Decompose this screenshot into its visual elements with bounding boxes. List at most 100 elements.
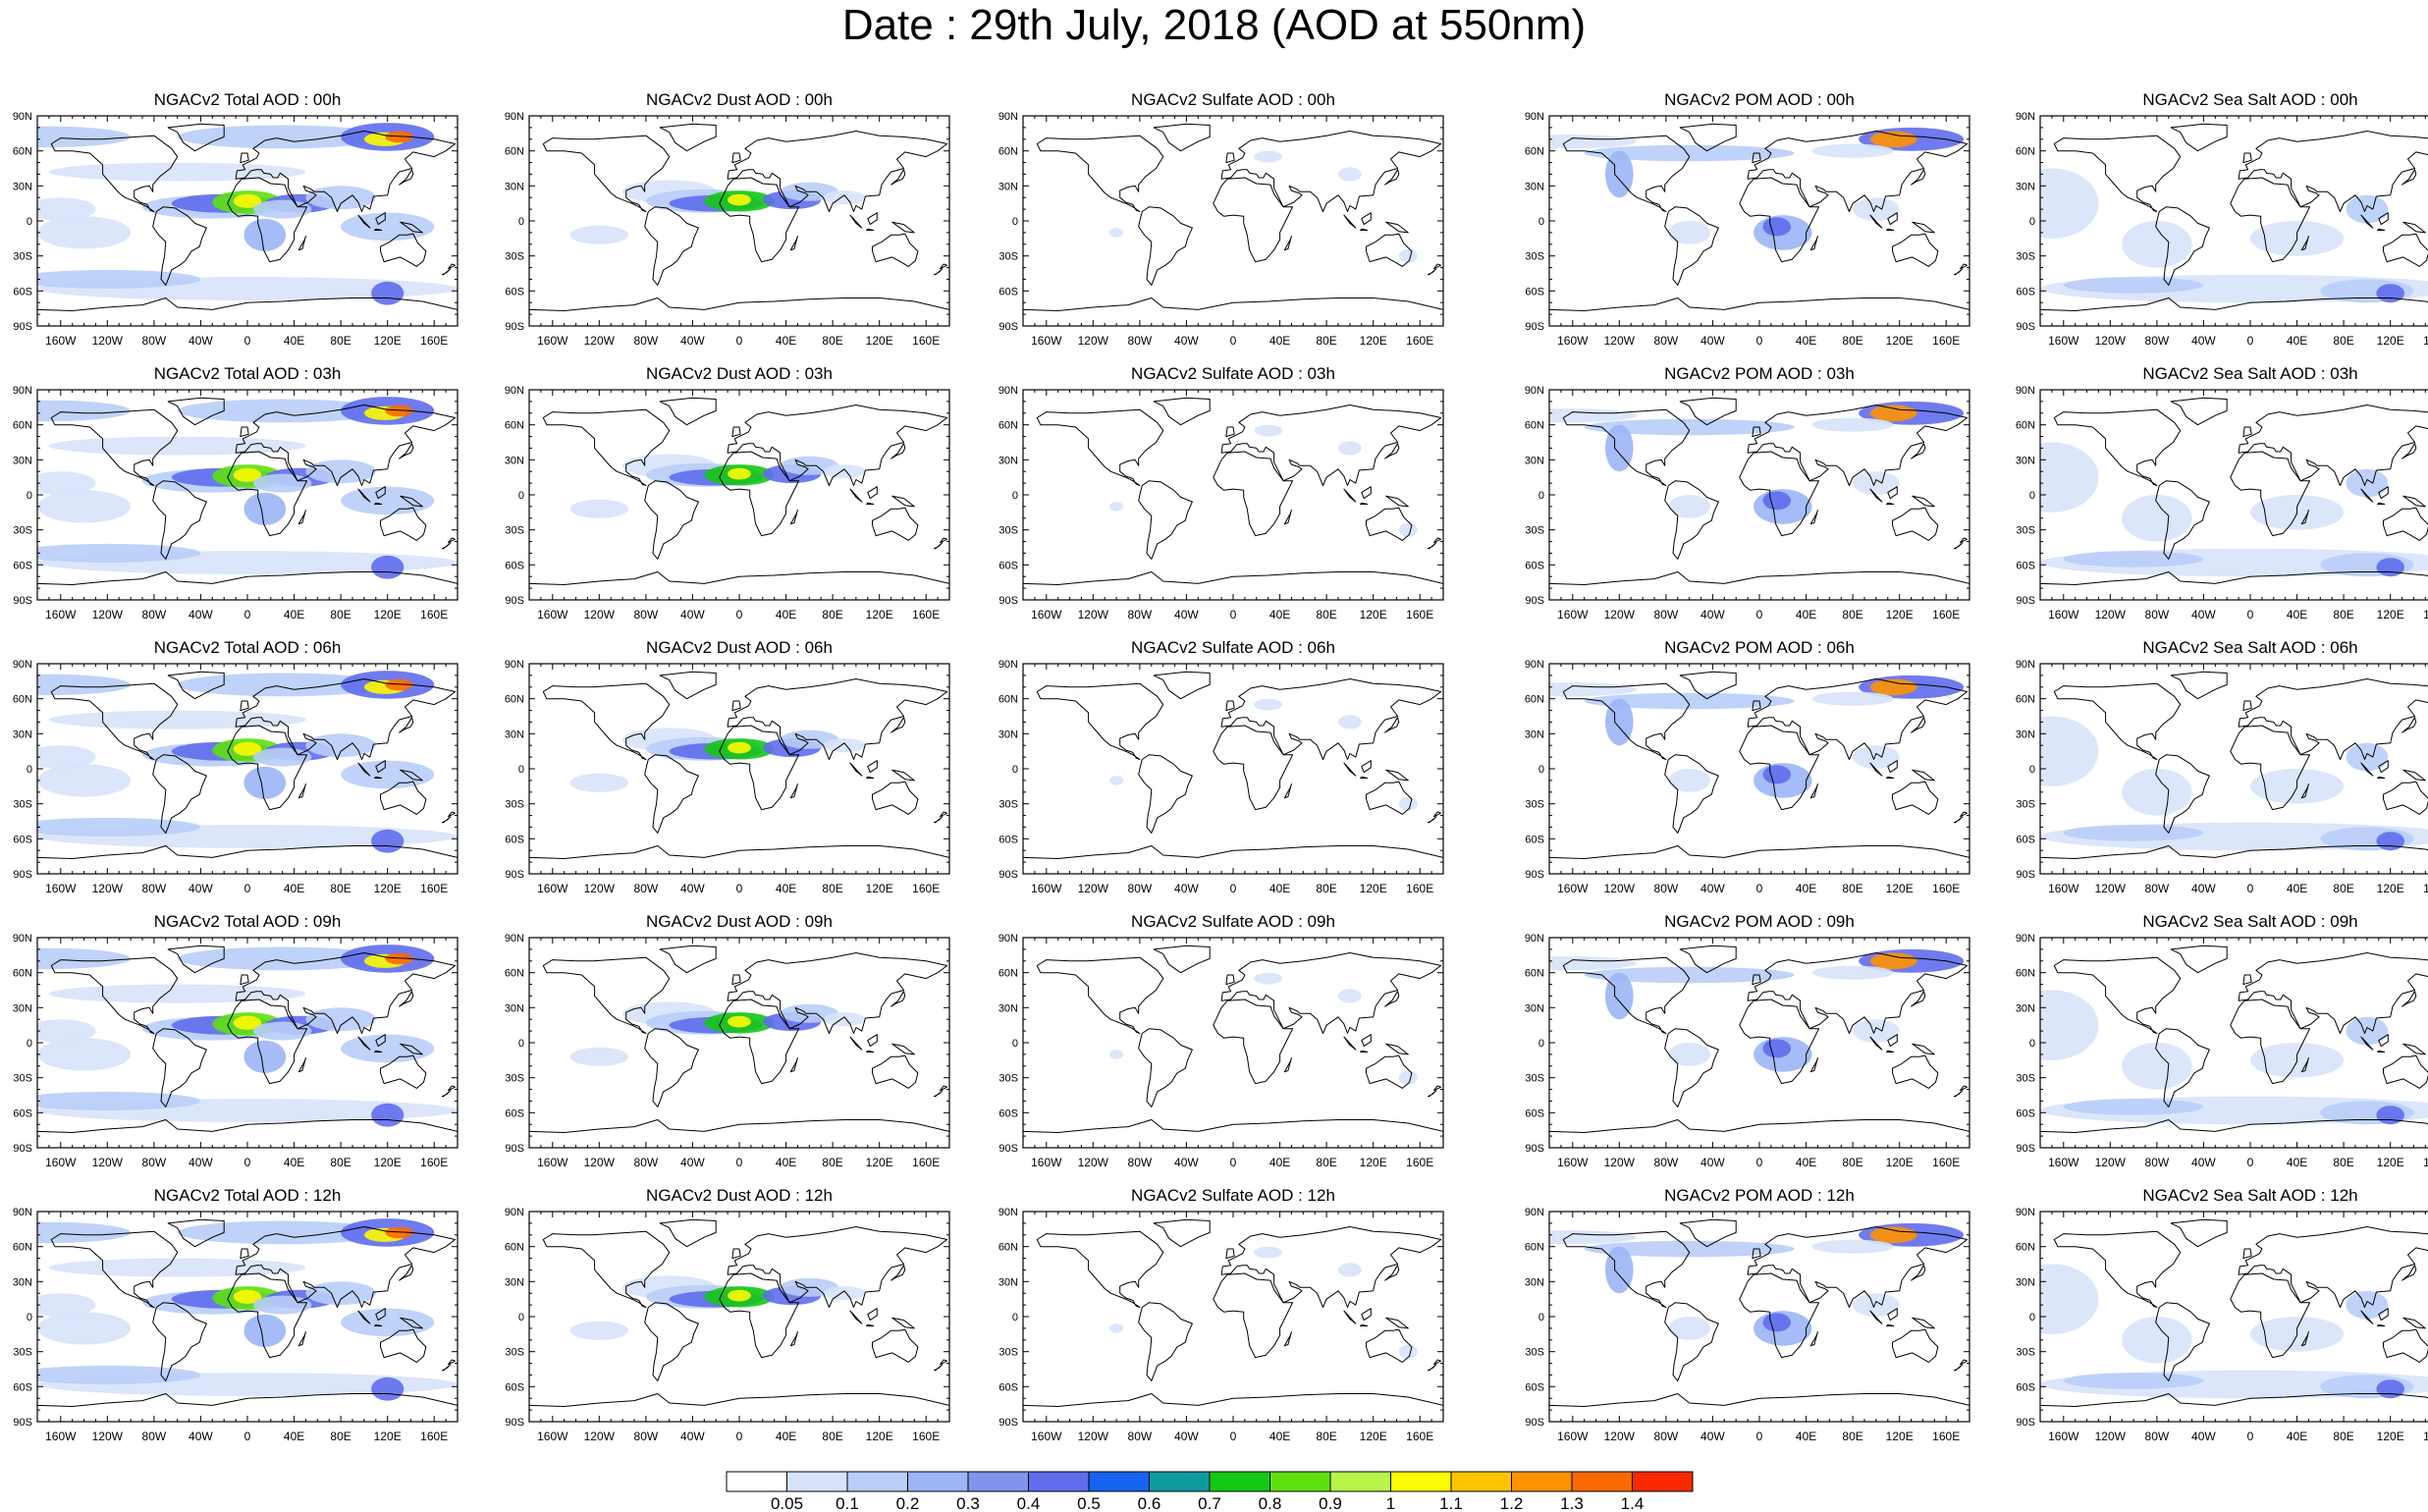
coastline bbox=[867, 760, 878, 774]
lat-tick-label: 0 bbox=[2029, 490, 2035, 502]
coastline bbox=[1036, 135, 1164, 212]
lat-tick-label: 30S bbox=[998, 799, 1018, 811]
coastline bbox=[240, 1248, 249, 1260]
lat-tick-label: 30S bbox=[13, 1347, 32, 1359]
coastline bbox=[1343, 488, 1357, 503]
aod-region bbox=[728, 1015, 751, 1028]
map-frame bbox=[528, 115, 950, 327]
coastline bbox=[872, 233, 919, 267]
coastline bbox=[152, 206, 207, 286]
coastline bbox=[2155, 1028, 2210, 1107]
aod-field bbox=[1549, 1222, 1965, 1346]
coastlines bbox=[37, 397, 458, 585]
coastline bbox=[2230, 177, 2311, 263]
lon-tick-label: 0 bbox=[2247, 608, 2254, 621]
lon-tick-label: 160W bbox=[45, 608, 77, 621]
coastline bbox=[1679, 1218, 1737, 1248]
panel-title: NGACv2 Total AOD : 06h bbox=[153, 638, 342, 657]
panel-title: NGACv2 Sulfate AOD : 12h bbox=[1131, 1186, 1335, 1205]
lat-tick-label: 60N bbox=[1525, 694, 1544, 706]
map-panel: NGACv2 Dust AOD : 09h 90N 60N 30N 0 30S 60S 90S… bbox=[492, 912, 953, 1182]
lon-tick-label: 120W bbox=[1078, 334, 1109, 348]
coastline bbox=[1343, 762, 1357, 777]
coastline bbox=[890, 1265, 906, 1281]
colorbar-label: 1 bbox=[1386, 1494, 1395, 1512]
map-panel: NGACv2 Sea Salt AOD : 03h 90N 60N 30N 0 30S 60… bbox=[2003, 364, 2428, 634]
lon-tick-label: 160W bbox=[537, 608, 568, 621]
coastline bbox=[2383, 233, 2428, 267]
colorbar-swatch bbox=[1088, 1471, 1150, 1492]
lat-tick-label: 90S bbox=[998, 1143, 1018, 1155]
world-map: 90N 60N 30N 0 30S 60S 90S 160W 120W 80W 40W 0 40E 80E… bbox=[998, 385, 1444, 621]
coastline bbox=[375, 1034, 386, 1048]
coastline bbox=[1747, 131, 1969, 212]
coastline bbox=[659, 945, 717, 974]
lon-tick-label: 40E bbox=[284, 1156, 304, 1169]
coastline bbox=[2360, 1036, 2374, 1051]
world-map: 90N 60N 30N 0 30S 60S 90S 160W 120W 80W 40W 0 40E 80E… bbox=[1525, 659, 1970, 895]
coastline bbox=[2300, 1057, 2309, 1073]
colorbar-label: 0.05 bbox=[771, 1494, 803, 1512]
colorbar-label: 0.1 bbox=[836, 1494, 859, 1512]
coastline bbox=[1869, 762, 1883, 777]
lon-tick-label: 40E bbox=[1269, 1156, 1290, 1169]
lon-tick-label: 40E bbox=[284, 334, 304, 348]
map-frame bbox=[528, 1211, 950, 1423]
lon-tick-label: 120E bbox=[374, 608, 402, 621]
coastline bbox=[789, 783, 798, 799]
lon-tick-label: 40W bbox=[189, 1156, 213, 1169]
coastline bbox=[934, 268, 944, 276]
lon-tick-label: 80W bbox=[634, 882, 659, 895]
lat-tick-label: 90S bbox=[998, 869, 1018, 881]
aod-region bbox=[48, 1258, 306, 1277]
aod-region bbox=[2063, 1099, 2204, 1115]
coastline bbox=[1220, 131, 1442, 212]
coastline bbox=[1869, 488, 1883, 503]
lon-tick-label: 40W bbox=[1700, 608, 1725, 621]
coastline bbox=[1892, 233, 1939, 267]
coastline bbox=[1960, 1085, 1969, 1092]
coastlines bbox=[37, 945, 458, 1133]
world-map: 90N 60N 30N 0 30S 60S 90S 160W 120W 80W 40W 0 40E 80E… bbox=[1525, 111, 1970, 348]
aod-region bbox=[385, 952, 413, 965]
coastline bbox=[357, 762, 371, 777]
lon-tick-label: 0 bbox=[2247, 1430, 2254, 1443]
lat-tick-label: 0 bbox=[1012, 216, 1018, 228]
lon-tick-label: 40W bbox=[680, 608, 705, 621]
coastline bbox=[1869, 1310, 1883, 1324]
lat-tick-label: 90S bbox=[505, 1417, 524, 1429]
antarctica-coast bbox=[2040, 297, 2428, 311]
coastline bbox=[2242, 426, 2252, 438]
aod-region bbox=[569, 225, 628, 244]
lon-tick-label: 40E bbox=[1796, 1156, 1816, 1169]
coastline bbox=[1361, 212, 1372, 226]
coastline bbox=[1739, 177, 1820, 263]
lon-tick-label: 160W bbox=[2048, 334, 2079, 348]
colorbar-swatch bbox=[726, 1471, 787, 1492]
coastline bbox=[297, 1331, 306, 1347]
aod-region bbox=[2040, 168, 2099, 239]
coastline bbox=[866, 776, 875, 779]
coastline bbox=[1664, 1028, 1719, 1107]
aod-field bbox=[569, 728, 866, 792]
lat-tick-label: 60N bbox=[2016, 146, 2035, 158]
aod-region bbox=[823, 1012, 866, 1027]
map-ticks bbox=[2039, 663, 2426, 875]
lat-tick-label: 0 bbox=[1538, 490, 1544, 502]
coastline bbox=[1892, 1054, 1939, 1089]
lat-tick-label: 30N bbox=[998, 455, 1018, 466]
panel-title: NGACv2 Sulfate AOD : 06h bbox=[1131, 638, 1335, 657]
lon-tick-label: 160E bbox=[1932, 334, 1960, 348]
lat-tick-label: 60N bbox=[2016, 694, 2035, 706]
panel-title: NGACv2 Dust AOD : 03h bbox=[646, 364, 833, 383]
lat-tick-label: 30N bbox=[1525, 455, 1544, 466]
coastlines bbox=[1549, 945, 1969, 1133]
map-ticks bbox=[1022, 115, 1444, 327]
lon-tick-label: 160E bbox=[420, 1156, 448, 1169]
lon-tick-label: 80E bbox=[1316, 882, 1336, 895]
lon-tick-label: 120E bbox=[1886, 334, 1914, 348]
lon-tick-label: 0 bbox=[2247, 1156, 2254, 1169]
map-ticks bbox=[1548, 937, 1970, 1149]
coastline bbox=[400, 221, 423, 234]
aod-region bbox=[2122, 221, 2192, 268]
